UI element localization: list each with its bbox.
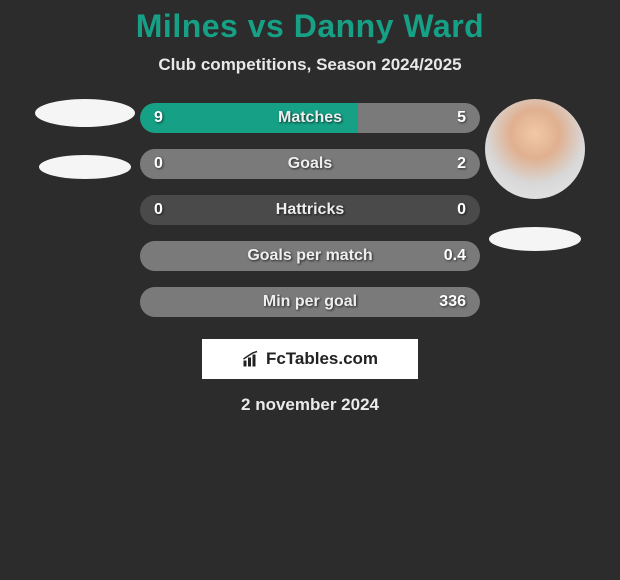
stat-label: Hattricks (276, 201, 344, 219)
stat-bar: 0 Hattricks 0 (140, 195, 480, 225)
page-title: Milnes vs Danny Ward (0, 8, 620, 45)
stat-right-value: 0.4 (444, 247, 466, 265)
left-player-club-placeholder (39, 155, 131, 179)
stat-right-value: 0 (457, 201, 466, 219)
right-player-club-placeholder (489, 227, 581, 251)
left-player-avatar-placeholder (35, 99, 135, 127)
stat-right-value: 336 (439, 293, 466, 311)
stat-left-value: 9 (154, 109, 163, 127)
brand-badge[interactable]: FcTables.com (202, 339, 418, 379)
brand-text: FcTables.com (266, 349, 378, 369)
stat-bar: Goals per match 0.4 (140, 241, 480, 271)
stat-bar: 9 Matches 5 (140, 103, 480, 133)
right-player-col (480, 99, 590, 279)
stats-bars: 9 Matches 5 0 Goals 2 0 Hattricks 0 Goals per mat… (140, 99, 480, 317)
stat-bar: Min per goal 336 (140, 287, 480, 317)
stat-right-value: 2 (457, 155, 466, 173)
stat-bar: 0 Goals 2 (140, 149, 480, 179)
stat-label: Min per goal (263, 293, 357, 311)
chart-icon (242, 350, 260, 368)
stat-left-value: 0 (154, 201, 163, 219)
left-player-col (30, 99, 140, 207)
comparison-card: Milnes vs Danny Ward Club competitions, … (0, 0, 620, 415)
main-row: 9 Matches 5 0 Goals 2 0 Hattricks 0 Goals per mat… (0, 99, 620, 317)
stat-label: Goals (288, 155, 332, 173)
date-line: 2 november 2024 (0, 395, 620, 415)
stat-label: Matches (278, 109, 342, 127)
stat-left-value: 0 (154, 155, 163, 173)
right-player-avatar (485, 99, 585, 199)
subtitle: Club competitions, Season 2024/2025 (0, 55, 620, 75)
stat-label: Goals per match (247, 247, 372, 265)
stat-right-value: 5 (457, 109, 466, 127)
